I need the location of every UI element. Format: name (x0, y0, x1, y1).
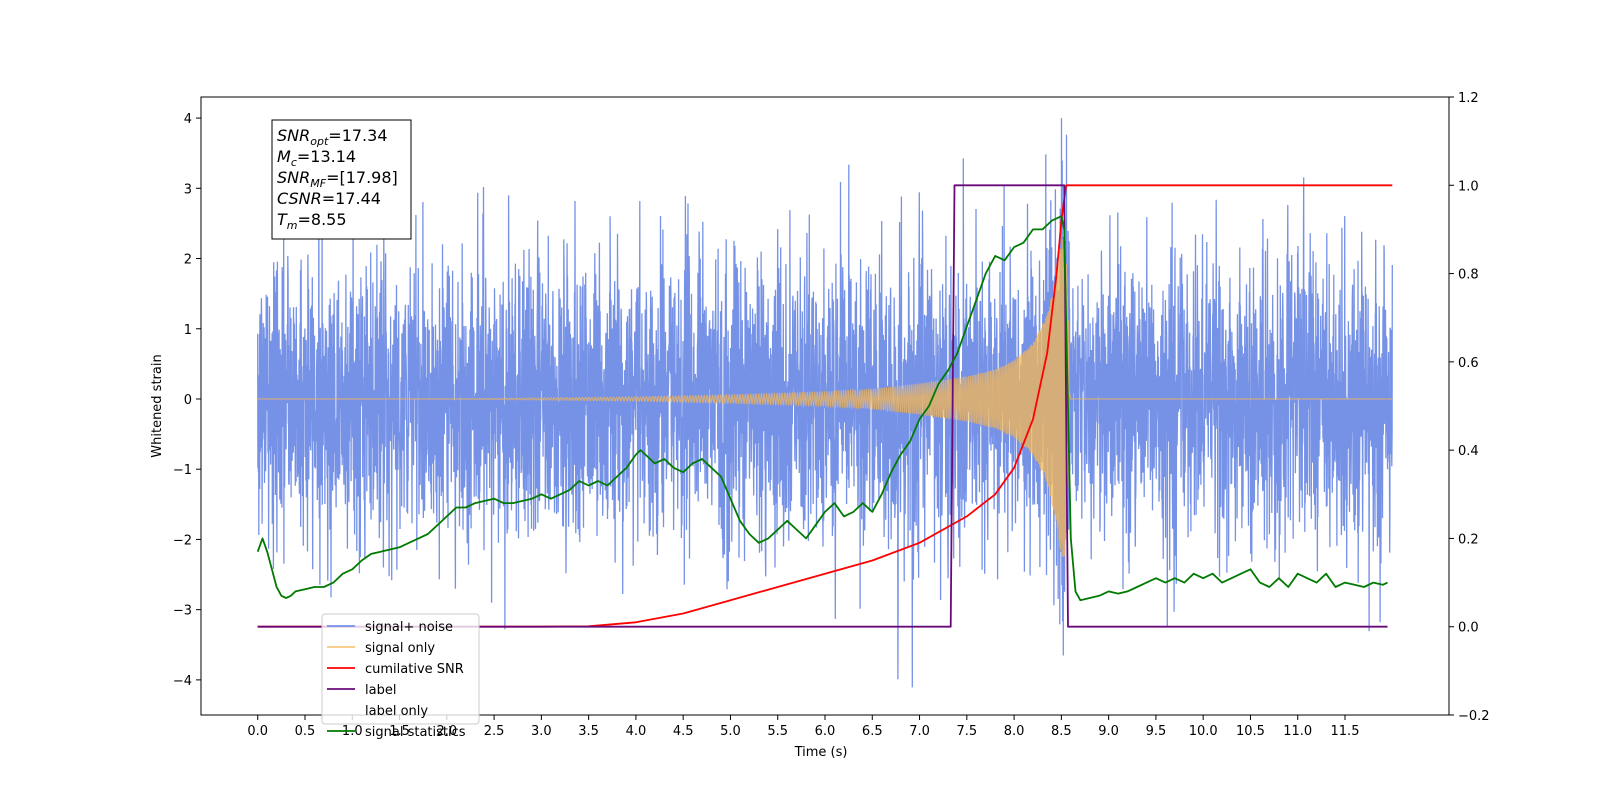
y-axis-label: Whitened strain (150, 354, 165, 457)
y-axis-left: 4 3 2 1 0 −1 −2 −3 −4 (173, 112, 201, 689)
x-tick-label: 3.0 (531, 724, 552, 739)
annotation-line: SNRopt=17.34 (277, 126, 388, 148)
x-axis-label: Time (s) (794, 745, 848, 760)
signal-only-line (257, 239, 1393, 557)
y-tick-label: 3 (184, 182, 192, 197)
x-tick-label: 5.5 (767, 724, 788, 739)
y-tick-label: −1 (173, 463, 192, 478)
x-tick-label: 8.5 (1051, 724, 1072, 739)
legend-entry: label only (365, 704, 428, 719)
y-tick-label: 4 (184, 112, 192, 127)
legend-entry: cumilative SNR (365, 662, 464, 677)
x-tick-label: 3.5 (578, 724, 599, 739)
y2-tick-label: 0.6 (1458, 356, 1479, 371)
signal-statistics-line (256, 215, 1388, 602)
x-tick-label: 11.5 (1331, 724, 1360, 739)
annotation-box-frame (271, 119, 412, 240)
x-tick-label: 9.5 (1146, 724, 1167, 739)
x-tick-label: 4.5 (673, 724, 694, 739)
legend-entry: signal statistics (365, 725, 466, 740)
y2-tick-label: 0.4 (1458, 444, 1479, 459)
x-tick-label: 7.5 (956, 724, 977, 739)
plot-area (256, 118, 1393, 688)
annotation-line: Tm=8.55 (277, 210, 347, 232)
x-tick-label: 0.0 (247, 724, 268, 739)
cumulative-snr-line (257, 184, 1393, 628)
legend-entry: label (365, 683, 396, 698)
signal-plus-noise-line (257, 118, 1393, 688)
x-tick-label: 1.5 (389, 724, 410, 739)
x-tick-label: 10.0 (1189, 724, 1218, 739)
x-tick-label: 5.0 (720, 724, 741, 739)
x-tick-label: 7.0 (909, 724, 930, 739)
annotation-line: Mc=13.14 (277, 147, 356, 169)
x-tick-label: 6.0 (815, 724, 836, 739)
legend-entry: signal+ noise (365, 620, 453, 635)
annotation-line: CSNR=17.44 (277, 189, 381, 208)
signal-only-series (257, 239, 1393, 557)
label-series (257, 184, 1388, 628)
y-tick-label: 2 (184, 253, 192, 268)
y2-tick-label: 1.2 (1458, 91, 1479, 106)
annotation-line: SNRMF=[17.98] (277, 168, 398, 190)
label-line (257, 184, 1388, 628)
y-tick-label: −4 (173, 674, 192, 689)
x-axis: 0.0 0.5 1.0 1.5 2.0 2.5 3.0 3.5 4.0 4.5 5.0 5.5 6.0 6… (247, 715, 1359, 739)
legend: signal+ noise signal only cumilative SNR la… (321, 613, 480, 740)
y2-tick-label: −0.2 (1458, 709, 1490, 724)
x-tick-label: 9.0 (1098, 724, 1119, 739)
signal-statistics-series (256, 215, 1388, 602)
signal-plus-noise-series (257, 118, 1393, 688)
y2-tick-label: 0.8 (1458, 268, 1479, 283)
y2-tick-label: 0.2 (1458, 532, 1479, 547)
x-tick-label: 8.0 (1004, 724, 1025, 739)
x-tick-label: 10.5 (1236, 724, 1265, 739)
y-tick-label: 0 (184, 393, 192, 408)
legend-frame (321, 613, 480, 725)
annotation-box: SNRopt=17.34Mc=13.14SNRMF=[17.98]CSNR=17… (271, 119, 412, 240)
cumulative-snr-series (257, 184, 1393, 628)
y-axis-right: 1.2 1.0 0.8 0.6 0.4 0.2 0.0 −0.2 (1449, 91, 1490, 724)
legend-entry: signal only (365, 641, 435, 656)
y2-tick-label: 1.0 (1458, 179, 1479, 194)
x-tick-label: 6.5 (862, 724, 883, 739)
x-tick-label: 2.5 (484, 724, 505, 739)
y-tick-label: −3 (173, 604, 192, 619)
y2-tick-label: 0.0 (1458, 621, 1479, 636)
x-tick-label: 11.0 (1283, 724, 1312, 739)
x-tick-label: 4.0 (626, 724, 647, 739)
y-tick-label: 1 (184, 323, 192, 338)
x-tick-label: 0.5 (295, 724, 316, 739)
y-tick-label: −2 (173, 533, 192, 548)
x-tick-label: 2.0 (436, 724, 457, 739)
